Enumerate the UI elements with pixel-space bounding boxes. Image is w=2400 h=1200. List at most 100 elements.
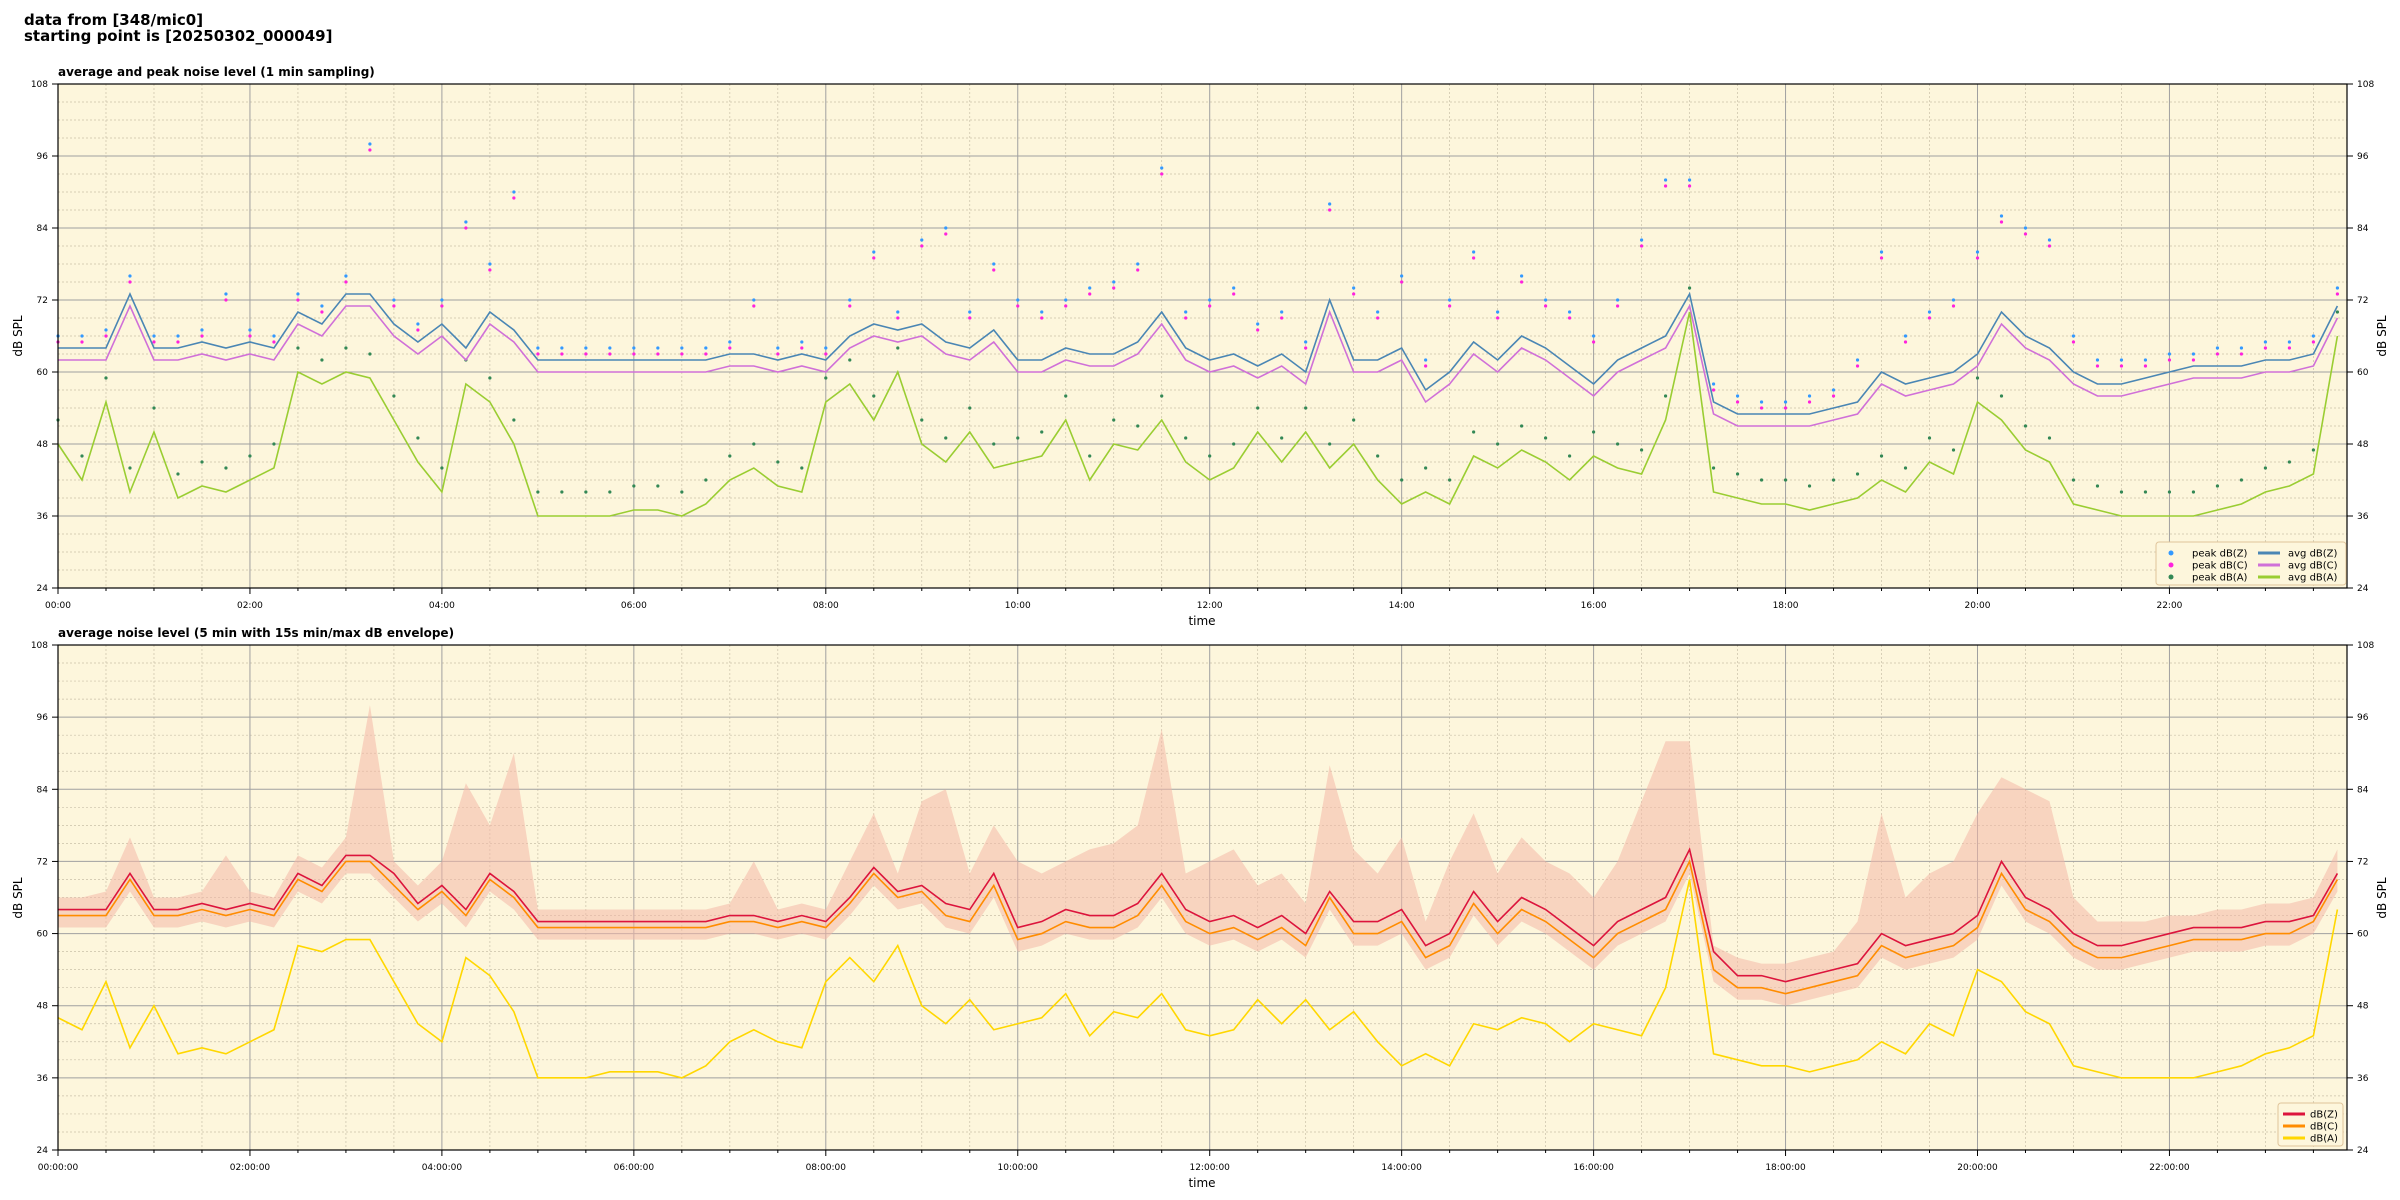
chart1-peak-point — [1855, 364, 1860, 368]
header-source: data from [348/mic0] — [24, 11, 204, 29]
chart1-peak-point — [224, 466, 228, 470]
chart1-peak-point — [632, 346, 636, 350]
chart2-ytick-label-right: 24 — [2357, 1146, 2369, 1156]
chart1-peak-point — [440, 304, 444, 308]
chart1-peak-point — [1999, 220, 2004, 224]
chart1-peak-point — [776, 352, 780, 356]
chart1-peak-point — [1160, 394, 1164, 398]
chart1-ytick-label-right: 108 — [2357, 80, 2374, 90]
chart1-peak-point — [128, 274, 132, 278]
chart1-xtick-label: 04:00 — [429, 601, 455, 611]
chart1-peak-point — [272, 442, 276, 446]
chart2-xtick-label: 04:00:00 — [422, 1163, 463, 1173]
chart1-peak-point — [2215, 346, 2220, 350]
chart1-peak-point — [1759, 406, 1764, 410]
chart1-peak-point — [1496, 442, 1500, 446]
chart1-peak-point — [2095, 484, 2100, 488]
chart1-peak-point — [1328, 208, 1332, 212]
chart2-ytick-label-right: 36 — [2357, 1074, 2369, 1084]
chart1-peak-point — [272, 334, 276, 338]
chart1-peak-point — [584, 490, 588, 494]
chart1-peak-point — [344, 346, 348, 350]
chart2-xtick-label: 18:00:00 — [1765, 1163, 1806, 1173]
figure-header: data from [348/mic0] starting point is [… — [24, 12, 332, 44]
chart1-peak-point — [656, 484, 660, 488]
chart1-peak-point — [392, 298, 396, 302]
chart1-xtick-label: 00:00 — [45, 601, 71, 611]
chart1-plot-frame — [57, 83, 2348, 589]
chart1-peak-point — [728, 454, 732, 458]
chart1-peak-point — [1472, 256, 1476, 260]
chart1-peak-point — [1448, 478, 1452, 482]
chart1-peak-point — [584, 352, 588, 356]
chart1-peak-point — [2191, 352, 2196, 356]
chart1-peak-point — [1376, 310, 1380, 314]
chart1-peak-point — [1903, 466, 1908, 470]
chart1-peak-point — [1783, 406, 1788, 410]
chart1-peak-point — [2263, 340, 2268, 344]
chart1-peak-point — [632, 352, 636, 356]
chart1-peak-point — [992, 268, 996, 272]
chart1-peak-point — [608, 346, 612, 350]
chart1-peak-point — [1304, 346, 1308, 350]
chart1-ytick-label-left: 36 — [37, 512, 49, 522]
chart1-peak-point — [2143, 364, 2148, 368]
chart1-peak-point — [200, 328, 204, 332]
chart2-ytick-label-left: 48 — [37, 1002, 49, 1012]
chart1-peak-point — [1639, 448, 1644, 452]
chart2-legend-label: dB(Z) — [2310, 1110, 2338, 1121]
chart1-peak-point — [1376, 454, 1380, 458]
chart1-peak-point — [2143, 490, 2148, 494]
chart1-peak-point — [2047, 244, 2052, 248]
chart2-xtick-label: 06:00:00 — [614, 1163, 655, 1173]
chart1-ytick-label-right: 24 — [2357, 584, 2369, 594]
chart1-peak-point — [848, 304, 852, 308]
chart1-peak-point — [2095, 358, 2100, 362]
chart1-peak-point — [1687, 178, 1692, 182]
chart1-ytick-label-left: 24 — [37, 584, 49, 594]
chart1-peak-point — [2287, 340, 2292, 344]
chart1-peak-point — [2191, 358, 2196, 362]
chart1-xtick-label: 16:00 — [1581, 601, 1607, 611]
chart1-peak-point — [1520, 280, 1524, 284]
chart1-peak-point — [1639, 238, 1644, 242]
chart1-peak-point — [1016, 304, 1020, 308]
chart1-peak-point — [1615, 304, 1620, 308]
chart1-peak-point — [80, 334, 84, 338]
chart1-peak-point — [944, 436, 948, 440]
chart2-ytick-label-right: 96 — [2357, 713, 2369, 723]
chart1-peak-point — [2071, 334, 2076, 338]
chart1-peak-point — [1520, 274, 1524, 278]
chart1-peak-point — [1352, 286, 1356, 290]
chart2-ytick-label-right: 72 — [2357, 857, 2368, 867]
chart1-peak-point — [248, 454, 252, 458]
chart1-peak-point — [1903, 340, 1908, 344]
chart1-peak-point — [1184, 316, 1188, 320]
chart1-peak-point — [1831, 394, 1836, 398]
chart1-peak-point — [752, 442, 756, 446]
chart1-peak-point — [1831, 388, 1836, 392]
chart1-peak-point — [1591, 430, 1596, 434]
chart1-ytick-label-left: 72 — [37, 296, 48, 306]
chart1-peak-point — [1615, 442, 1620, 446]
chart1-legend: peak dB(Z)peak dB(C)peak dB(A)avg dB(Z)a… — [2155, 541, 2347, 586]
chart1-peak-point — [2215, 484, 2220, 488]
chart1-peak-point — [416, 436, 420, 440]
chart1-peak-point — [2047, 436, 2052, 440]
chart1-peak-point — [1136, 262, 1140, 266]
chart1-peak-point — [1088, 292, 1092, 296]
chart2-ytick-label-left: 60 — [37, 930, 49, 940]
chart1-peak-point — [1687, 286, 1692, 290]
chart1-peak-point — [1663, 178, 1668, 182]
chart1-peak-point — [1591, 334, 1596, 338]
chart1-peak-point — [2023, 226, 2028, 230]
chart1-peak-point — [632, 484, 636, 488]
chart1-legend-label: avg dB(Z) — [2288, 549, 2338, 560]
chart1-ytick-label-right: 36 — [2357, 512, 2369, 522]
chart1-peak-point — [1112, 280, 1116, 284]
chart1-peak-point — [536, 346, 540, 350]
chart1-peak-point — [1663, 394, 1668, 398]
chart2-ytick-label-left: 72 — [37, 857, 48, 867]
chart1-line-avg-db-z- — [58, 291, 2339, 415]
